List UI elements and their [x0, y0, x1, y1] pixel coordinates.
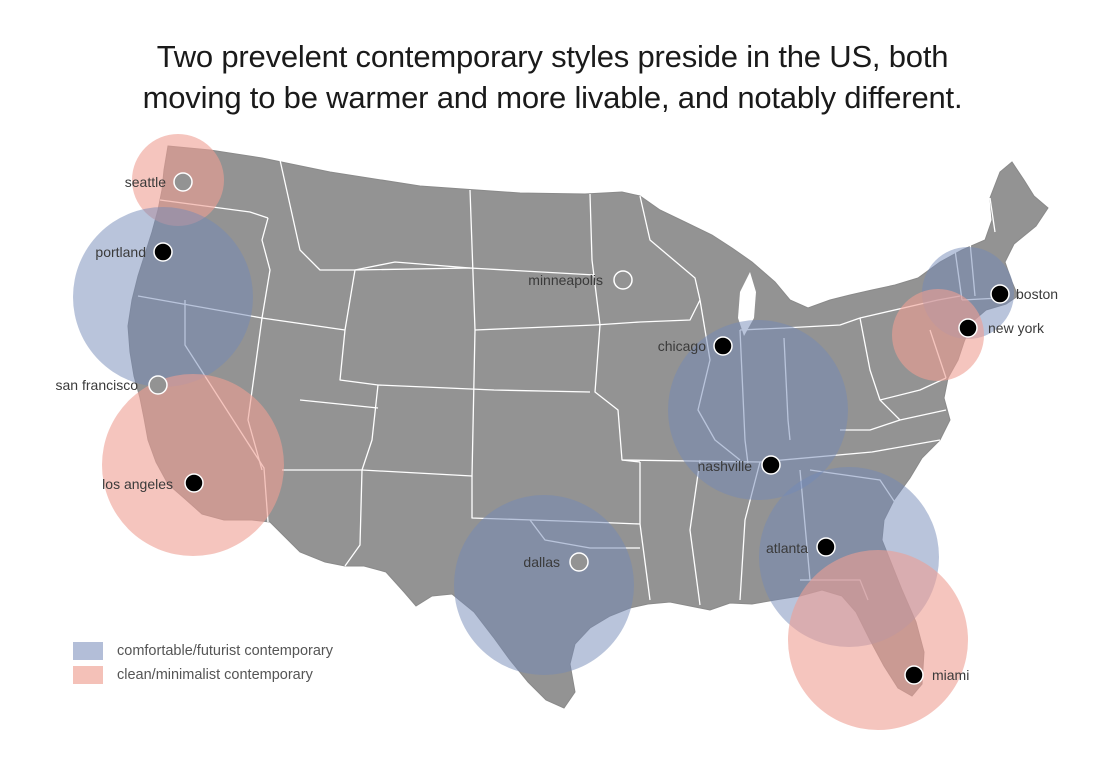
city-label-atlanta: atlanta	[766, 540, 808, 556]
legend-label: comfortable/futurist contemporary	[117, 643, 333, 659]
city-marker-chicago	[713, 336, 733, 356]
portland-circle	[73, 207, 253, 387]
lake-michigan	[738, 272, 756, 336]
city-markers: seattle portland san francisco los angel…	[56, 172, 1058, 685]
style-circles	[73, 134, 1014, 730]
city-label-seattle: seattle	[125, 174, 166, 190]
city-marker-los-angeles	[184, 473, 204, 493]
city-marker-dallas	[569, 552, 589, 572]
city-marker-boston	[990, 284, 1010, 304]
dallas-circle	[454, 495, 634, 675]
los-angeles-circle	[102, 374, 284, 556]
legend-item-minimalist: clean/minimalist contemporary	[73, 663, 333, 687]
legend: comfortable/futurist contemporary clean/…	[73, 639, 333, 687]
title-line-2: moving to be warmer and more livable, an…	[142, 80, 963, 115]
map-title: Two prevelent contemporary styles presid…	[0, 36, 1105, 118]
city-marker-miami	[904, 665, 924, 685]
city-label-nashville: nashville	[698, 458, 753, 474]
city-marker-minneapolis	[613, 270, 633, 290]
title-line-1: Two prevelent contemporary styles presid…	[156, 39, 949, 74]
city-label-miami: miami	[932, 667, 969, 683]
legend-swatch-blue	[73, 642, 103, 660]
city-label-minneapolis: minneapolis	[528, 272, 603, 288]
city-label-portland: portland	[95, 244, 146, 260]
city-marker-portland	[153, 242, 173, 262]
city-marker-atlanta	[816, 537, 836, 557]
city-label-san-francisco: san francisco	[56, 377, 139, 393]
new-york-circle	[892, 289, 984, 381]
city-marker-seattle	[173, 172, 193, 192]
city-label-los-angeles: los angeles	[102, 476, 173, 492]
chicago-circle	[668, 320, 848, 500]
legend-item-futurist: comfortable/futurist contemporary	[73, 639, 333, 663]
city-label-chicago: chicago	[658, 338, 706, 354]
legend-label: clean/minimalist contemporary	[117, 667, 313, 683]
legend-swatch-pink	[73, 666, 103, 684]
city-label-boston: boston	[1016, 286, 1058, 302]
city-marker-new-york	[958, 318, 978, 338]
miami-circle	[788, 550, 968, 730]
city-marker-nashville	[761, 455, 781, 475]
city-marker-san-francisco	[148, 375, 168, 395]
city-label-new-york: new york	[988, 320, 1045, 336]
city-label-dallas: dallas	[523, 554, 560, 570]
